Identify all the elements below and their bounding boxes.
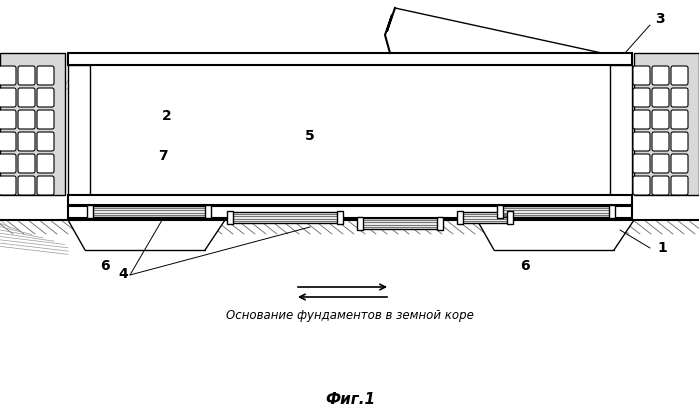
Bar: [90, 65, 610, 195]
FancyBboxPatch shape: [18, 110, 35, 129]
FancyBboxPatch shape: [671, 110, 688, 129]
FancyBboxPatch shape: [18, 154, 35, 173]
Polygon shape: [68, 220, 225, 250]
Text: 2: 2: [162, 109, 172, 123]
Bar: [497, 205, 503, 218]
Bar: [68, 206, 632, 218]
FancyBboxPatch shape: [37, 110, 54, 129]
FancyBboxPatch shape: [671, 66, 688, 85]
FancyBboxPatch shape: [652, 132, 669, 151]
Bar: [360, 218, 440, 229]
Bar: [500, 206, 612, 217]
Text: 6: 6: [520, 259, 530, 273]
Text: Основание фундаментов в земной коре: Основание фундаментов в земной коре: [226, 309, 474, 321]
Text: Фиг.1: Фиг.1: [325, 393, 375, 407]
Bar: [0, 220, 699, 420]
Text: 1: 1: [657, 241, 667, 255]
FancyBboxPatch shape: [18, 66, 35, 85]
Bar: [68, 65, 90, 195]
FancyBboxPatch shape: [652, 176, 669, 195]
FancyBboxPatch shape: [0, 176, 16, 195]
Bar: [357, 217, 363, 230]
FancyBboxPatch shape: [0, 154, 16, 173]
Bar: [460, 212, 510, 223]
Bar: [610, 65, 632, 195]
Bar: [90, 206, 208, 217]
Bar: [87, 205, 93, 218]
Bar: [609, 205, 615, 218]
Bar: [337, 211, 343, 224]
FancyBboxPatch shape: [671, 132, 688, 151]
FancyBboxPatch shape: [18, 88, 35, 107]
Bar: [68, 195, 632, 205]
FancyBboxPatch shape: [18, 176, 35, 195]
FancyBboxPatch shape: [633, 88, 650, 107]
FancyBboxPatch shape: [37, 88, 54, 107]
Bar: [0, 53, 65, 195]
FancyBboxPatch shape: [633, 176, 650, 195]
Text: 6: 6: [100, 259, 110, 273]
Bar: [68, 53, 632, 65]
FancyBboxPatch shape: [37, 176, 54, 195]
Text: 7: 7: [158, 149, 168, 163]
FancyBboxPatch shape: [0, 110, 16, 129]
FancyBboxPatch shape: [671, 176, 688, 195]
Text: 5: 5: [305, 129, 315, 143]
Bar: [437, 217, 443, 230]
FancyBboxPatch shape: [652, 154, 669, 173]
FancyBboxPatch shape: [652, 110, 669, 129]
FancyBboxPatch shape: [0, 66, 16, 85]
FancyBboxPatch shape: [37, 132, 54, 151]
Bar: [507, 211, 513, 224]
FancyBboxPatch shape: [633, 132, 650, 151]
Bar: [457, 211, 463, 224]
FancyBboxPatch shape: [652, 66, 669, 85]
FancyBboxPatch shape: [633, 66, 650, 85]
FancyBboxPatch shape: [0, 88, 16, 107]
FancyBboxPatch shape: [37, 154, 54, 173]
FancyBboxPatch shape: [671, 88, 688, 107]
FancyBboxPatch shape: [18, 132, 35, 151]
FancyBboxPatch shape: [671, 154, 688, 173]
FancyBboxPatch shape: [652, 88, 669, 107]
FancyBboxPatch shape: [633, 110, 650, 129]
Text: 4: 4: [118, 267, 128, 281]
FancyBboxPatch shape: [37, 66, 54, 85]
Bar: [634, 53, 699, 195]
Bar: [227, 211, 233, 224]
FancyBboxPatch shape: [0, 132, 16, 151]
Bar: [205, 205, 211, 218]
Bar: [230, 212, 340, 223]
Polygon shape: [477, 220, 634, 250]
FancyBboxPatch shape: [633, 154, 650, 173]
Text: 3: 3: [655, 12, 665, 26]
